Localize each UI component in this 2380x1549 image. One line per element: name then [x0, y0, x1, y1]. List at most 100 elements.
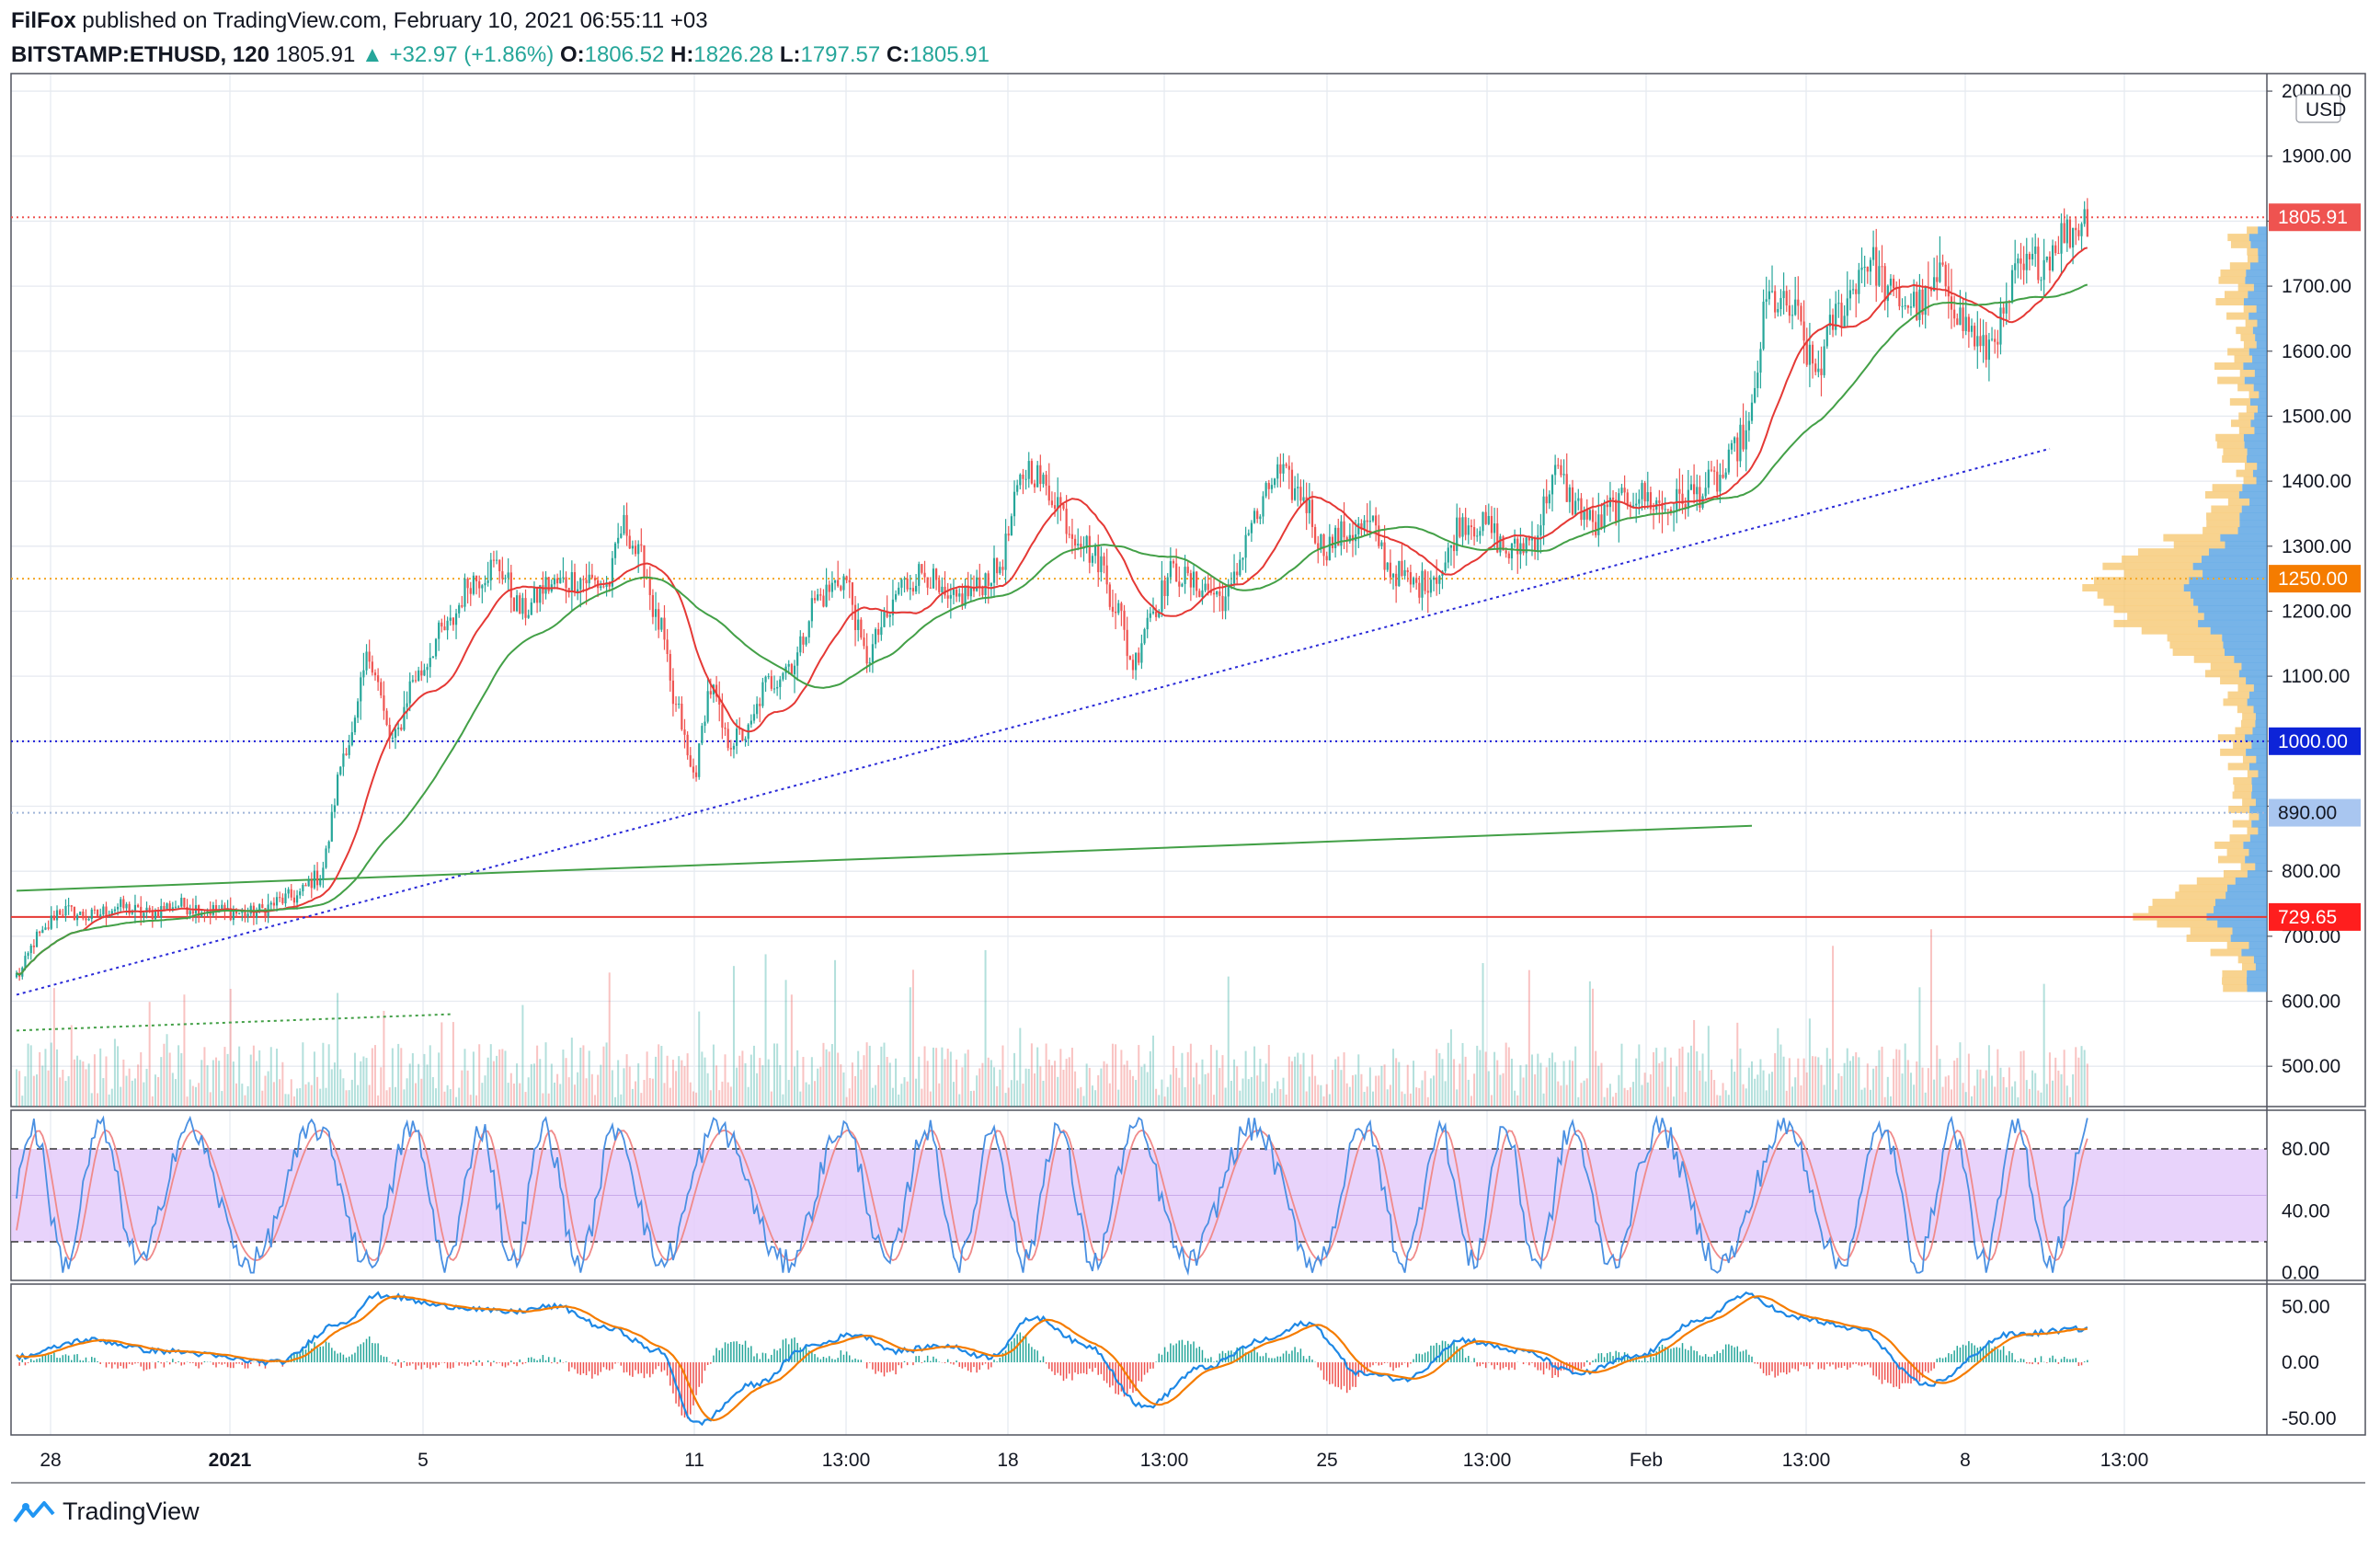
volume-bar — [252, 1045, 255, 1107]
candle-body — [292, 897, 296, 903]
volume-bar — [923, 1046, 926, 1107]
volume-bar — [911, 970, 914, 1107]
profile-bar-sell — [2244, 376, 2267, 384]
profile-bar-sell — [2253, 384, 2267, 392]
volume-bar — [168, 1052, 171, 1107]
volume-bar — [1140, 1066, 1143, 1107]
candle-body — [1684, 503, 1687, 510]
candle-body — [1207, 583, 1209, 591]
volume-bar — [1479, 1050, 1482, 1107]
volume-bar — [1360, 1073, 1363, 1107]
macd-line — [16, 1291, 2088, 1427]
candle-body — [145, 907, 148, 913]
volume-bar — [1436, 1049, 1438, 1107]
candle-body — [1444, 562, 1447, 571]
candle-body — [840, 586, 842, 591]
volume-bar — [1386, 1089, 1389, 1107]
candle-body — [1889, 278, 1893, 286]
volume-bar — [1562, 1061, 1565, 1107]
candle-body — [1921, 289, 1924, 316]
profile-bar-buy — [2229, 262, 2250, 270]
profile-bar-sell — [2252, 327, 2267, 335]
volume-bar — [191, 1085, 194, 1107]
candle-body — [946, 595, 949, 599]
publisher-name[interactable]: FilFox — [11, 8, 76, 33]
candle-body — [1334, 527, 1337, 548]
volume-bar — [553, 1082, 555, 1107]
profile-bar-sell — [2241, 662, 2267, 671]
candle-body — [400, 727, 403, 730]
candle-body — [955, 589, 958, 597]
volume-bar — [1825, 1048, 1828, 1107]
open-value: 1806.52 — [584, 42, 665, 67]
volume-bar — [1372, 1091, 1375, 1107]
volume-bar — [883, 1042, 886, 1107]
candle-body — [1412, 578, 1415, 585]
candle-body — [1797, 299, 1800, 306]
profile-bar-buy — [2214, 362, 2244, 371]
volume-bar — [1054, 1061, 1057, 1107]
volume-bar — [1869, 1089, 1871, 1107]
candle-body — [345, 753, 348, 755]
candle-body — [1181, 583, 1184, 587]
volume-bar — [1982, 1078, 1985, 1107]
candle-body — [380, 682, 383, 696]
volume-bar — [1979, 1069, 1982, 1107]
candle-body — [1375, 515, 1378, 526]
candle-body — [1088, 535, 1091, 563]
candle-body — [246, 913, 249, 917]
volume-bar — [498, 1049, 501, 1107]
candle-body — [1606, 504, 1608, 508]
volume-bar — [1149, 1050, 1151, 1107]
volume-bar — [238, 1046, 241, 1107]
symbol-label[interactable]: BITSTAMP:ETHUSD, 120 — [11, 42, 269, 67]
volume-bar — [1244, 1050, 1247, 1107]
volume-bar — [1701, 1053, 1704, 1107]
volume-bar — [2028, 1088, 2031, 1107]
profile-bar-buy — [2220, 677, 2247, 685]
volume-bar — [1522, 1077, 1525, 1107]
volume-bar — [82, 1061, 85, 1107]
time-axis[interactable]: 28 2021 5 11 13:00 18 13:00 25 13:00 Feb 13:00 8 13:… — [40, 1450, 2148, 1471]
candle-body — [1436, 577, 1438, 584]
candle-body — [810, 598, 813, 622]
volume-bar — [1433, 1075, 1436, 1107]
candle-body — [1858, 270, 1860, 294]
candle-body — [1669, 509, 1673, 513]
candle-body — [1135, 652, 1138, 671]
volume-bar — [770, 1091, 772, 1107]
candle-body — [85, 918, 87, 921]
price-axis[interactable]: 2000.001900.001800.001700.001600.001500.… — [2267, 81, 2351, 1429]
candle-body — [1979, 336, 1982, 347]
candle-body — [177, 906, 180, 908]
volume-bar — [976, 1075, 978, 1107]
volume-bar — [1895, 1049, 1898, 1107]
volume-bar — [258, 1050, 261, 1107]
candle-body — [1846, 298, 1848, 316]
tradingview-footer[interactable]: TradingView — [13, 1497, 200, 1526]
profile-bar-buy — [2236, 327, 2253, 335]
candle-body — [949, 594, 952, 599]
volume-bar — [244, 1095, 246, 1107]
volume-bar — [1883, 1096, 1886, 1107]
volume-bar — [646, 1051, 648, 1107]
candle-body — [1163, 580, 1166, 596]
volume-bar — [1510, 1058, 1513, 1107]
volume-bar — [1843, 1062, 1846, 1107]
candle-body — [1577, 498, 1580, 501]
candle-body — [1825, 326, 1828, 347]
candle-body — [1343, 521, 1345, 538]
volume-bar — [1363, 1092, 1366, 1107]
volume-bar — [1143, 1063, 1146, 1107]
candle-body — [486, 580, 489, 583]
candle-body — [1287, 465, 1290, 470]
candle-body — [96, 909, 99, 916]
candle-body — [532, 587, 536, 602]
candle-body — [1550, 475, 1554, 495]
candle-body — [1707, 469, 1710, 488]
tradingview-logo-icon — [13, 1500, 55, 1522]
candle-body — [718, 696, 721, 705]
candle-body — [1794, 299, 1797, 316]
volume-bar — [814, 1081, 817, 1107]
